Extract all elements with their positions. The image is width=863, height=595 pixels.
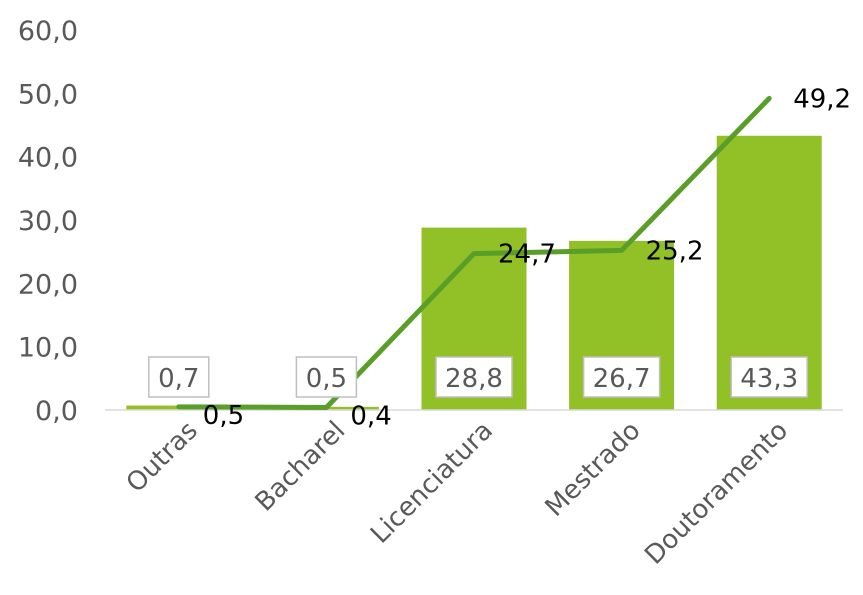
bar-label-text: 26,7 xyxy=(593,364,651,394)
x-tick-label: Licenciatura xyxy=(365,416,499,550)
bar-label-box xyxy=(295,356,358,398)
bar-label-text: 28,8 xyxy=(445,364,503,394)
y-tick-label: 20,0 xyxy=(18,269,78,300)
line-series xyxy=(176,95,772,410)
line-data-label: 49,2 xyxy=(793,84,851,114)
x-tick-label: Doutoramento xyxy=(639,416,794,571)
bar-data-labels: 0,7 0,5 28,8 26,7 43,3 xyxy=(148,356,808,398)
y-tick-label: 50,0 xyxy=(18,79,78,110)
series-line xyxy=(176,95,772,410)
bar-label-text: 43,3 xyxy=(740,364,798,394)
bar-data-label: 28,8 xyxy=(435,356,513,398)
bar-label-box xyxy=(582,356,661,398)
bar-data-label: 43,3 xyxy=(730,356,808,398)
y-tick-label: 10,0 xyxy=(18,333,78,364)
line-data-label: 0,5 xyxy=(203,401,244,431)
x-tick-label: Bacharel xyxy=(250,416,352,518)
y-tick-label: 30,0 xyxy=(18,206,78,237)
bar-data-label: 0,7 xyxy=(148,356,210,398)
line-data-label: 25,2 xyxy=(646,236,704,266)
bar-data-label: 0,5 xyxy=(295,356,358,398)
line-data-label: 24,7 xyxy=(498,240,556,270)
y-tick-label: 60,0 xyxy=(18,16,78,47)
bar-label-box xyxy=(730,356,808,398)
y-tick-label: 40,0 xyxy=(18,143,78,174)
bar-data-label: 26,7 xyxy=(582,356,661,398)
y-tick-label: 0,0 xyxy=(35,396,78,427)
bar-label-text: 0,7 xyxy=(158,364,199,394)
bar-label-box xyxy=(148,356,210,398)
x-tick-label: Outras xyxy=(121,416,204,499)
x-axis: Outras Bacharel Licenciatura MestradoDoutor… xyxy=(121,416,794,571)
bar-label-box xyxy=(435,356,513,398)
bar-label-text: 0,5 xyxy=(306,364,347,394)
y-axis: 0,0 10,0 20,0 30,0 40,0 50,0 60,0 xyxy=(18,16,78,427)
x-tick-label: Mestrado xyxy=(540,416,647,523)
line-data-labels: 0,5 0,424,7 25,249,2 xyxy=(203,84,851,431)
line-data-label: 0,4 xyxy=(350,401,391,431)
